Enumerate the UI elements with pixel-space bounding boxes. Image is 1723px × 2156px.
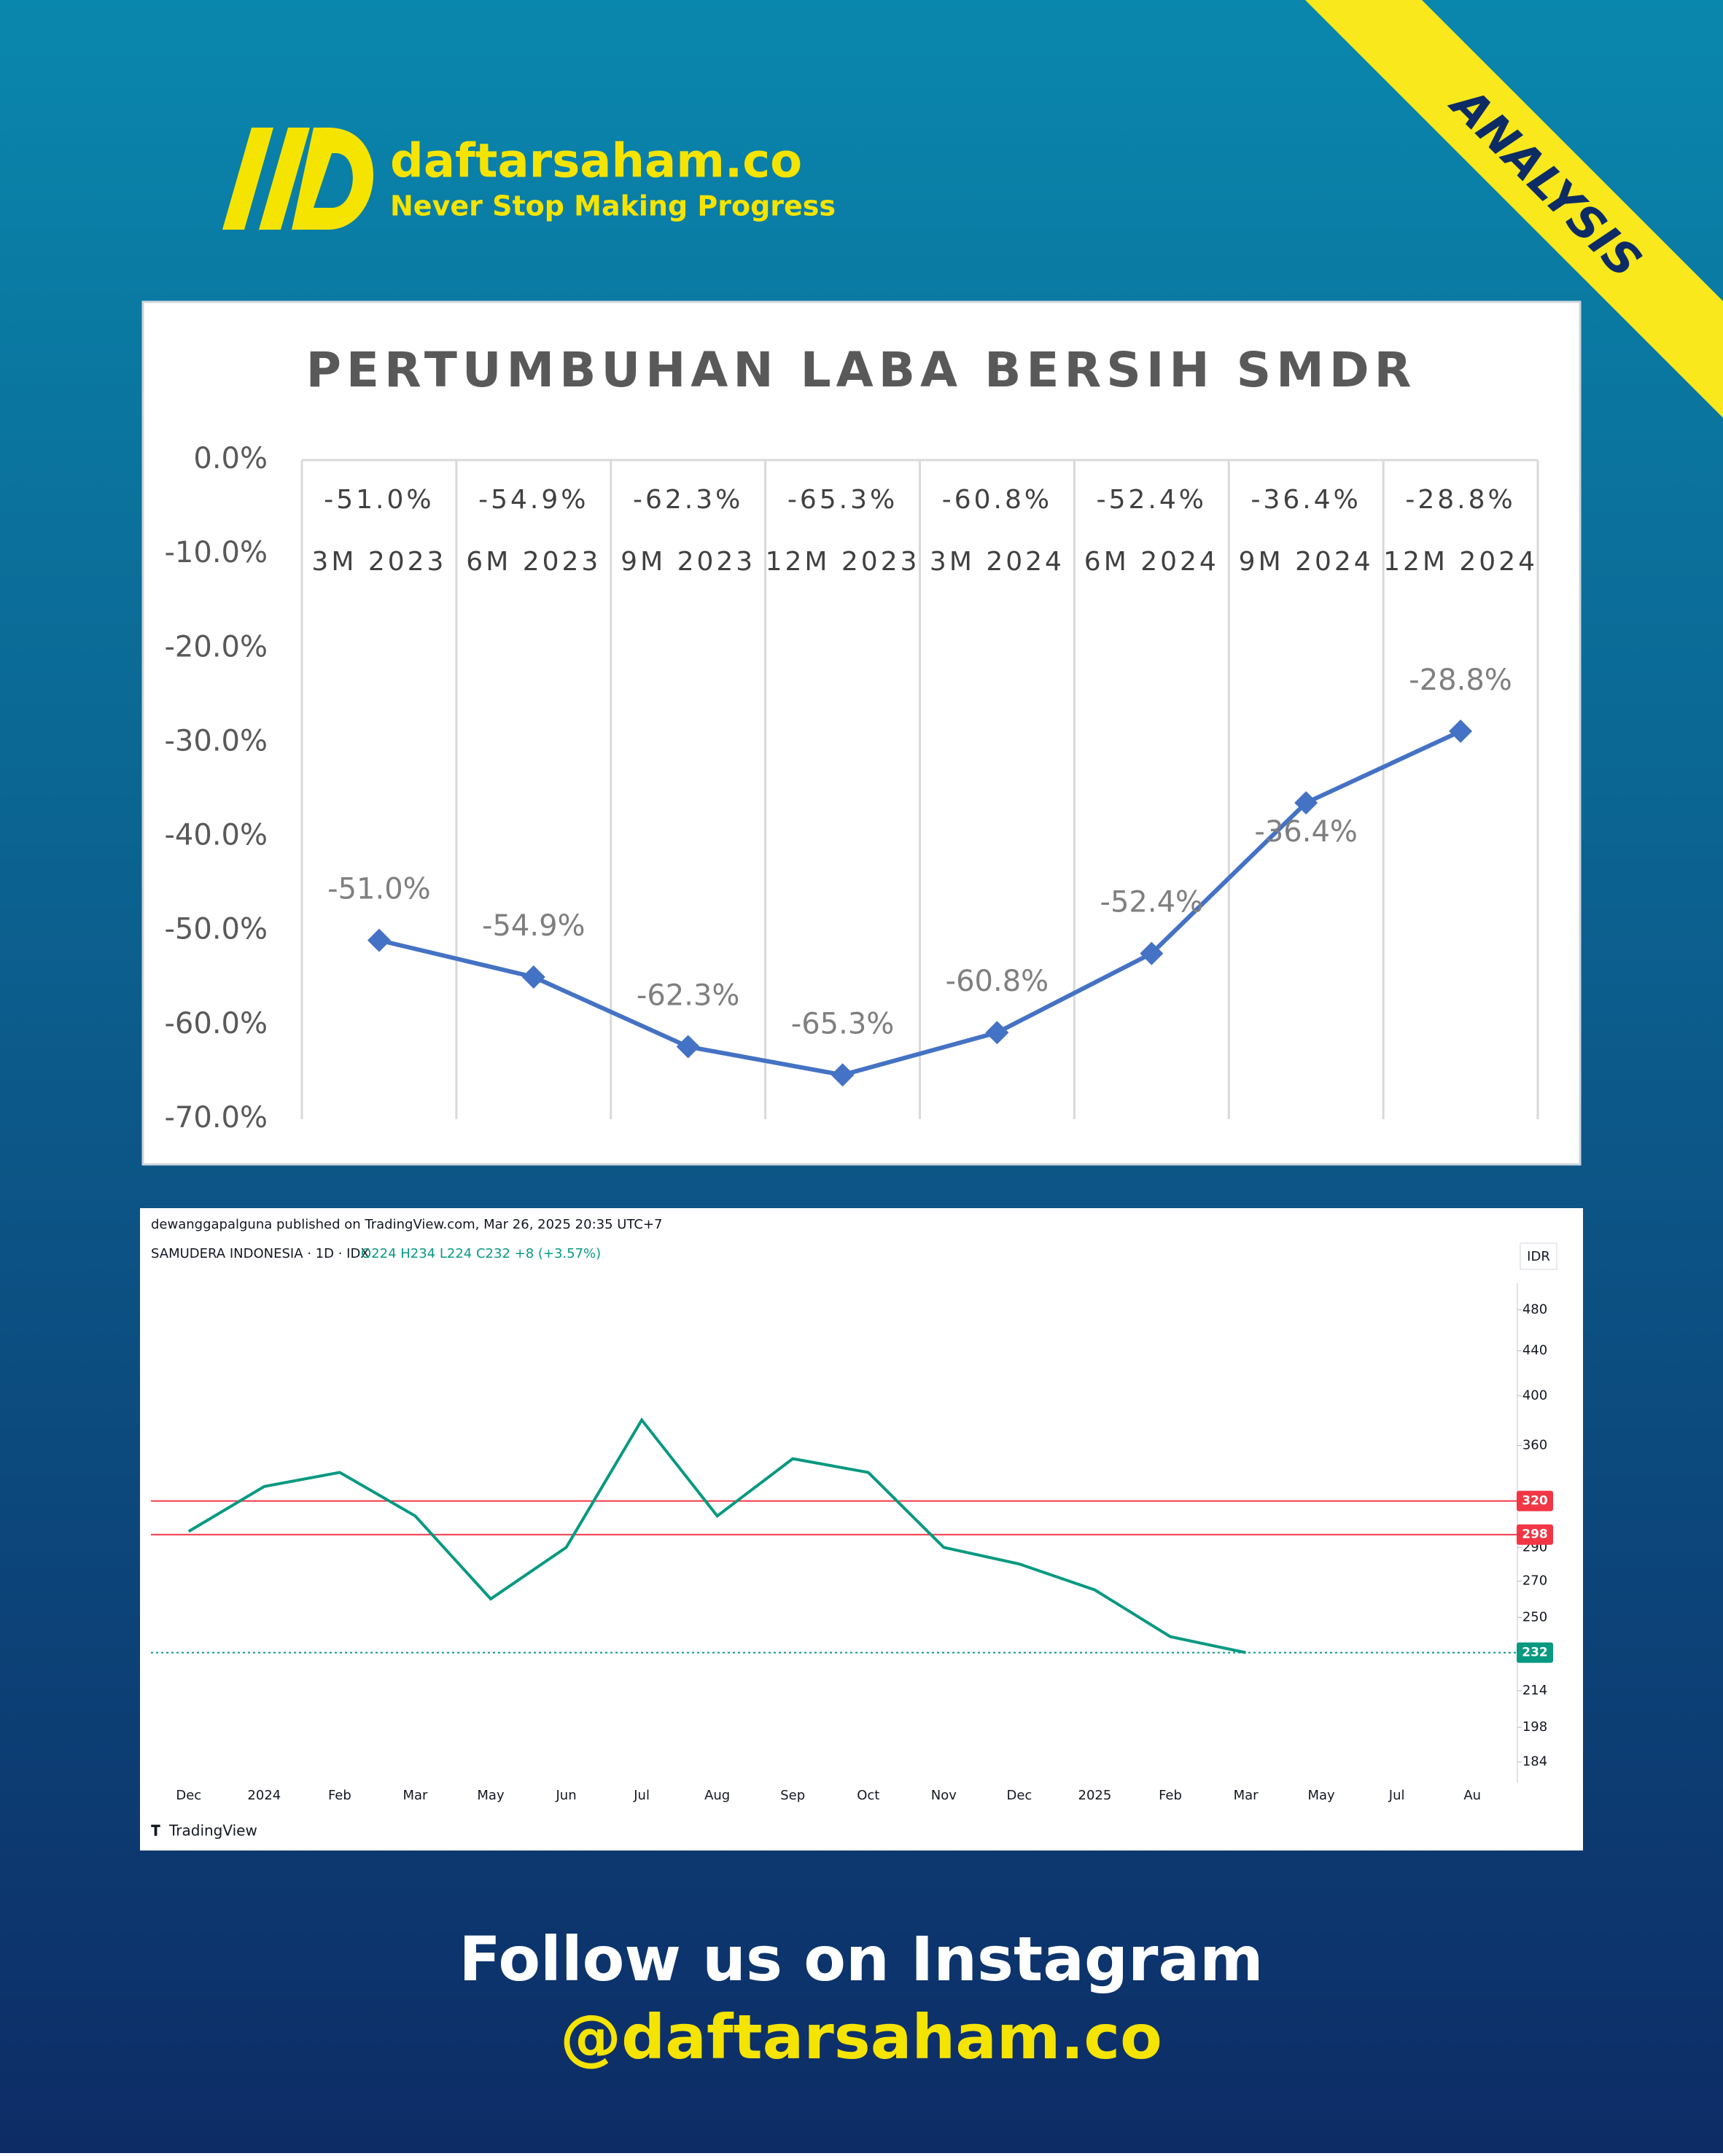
category-label: 6M 2024 [1084,547,1219,577]
table-value: -54.9% [478,485,588,515]
source-logo: 𝐓 [151,1822,160,1840]
y-tick-label: -60.0% [164,1007,268,1040]
x-tick-label: May [477,1788,505,1803]
category-label: 6M 2023 [466,547,601,577]
table-value: -65.3% [787,485,898,515]
y-tick-label: -30.0% [164,724,268,758]
data-label: -60.8% [946,965,1049,998]
x-tick-label: Dec [1006,1788,1032,1803]
x-tick-label: Mar [1234,1788,1259,1803]
price-line [187,1417,1246,1654]
y-tick-label: 270 [1522,1573,1547,1589]
table-value: -51.0% [324,485,434,515]
level-badge [1517,1642,1553,1663]
currency: IDR [1527,1249,1550,1264]
point [676,1035,700,1059]
x-tick-label: Jul [633,1788,650,1803]
x-tick-label: Mar [402,1788,428,1803]
y-tick-label: -70.0% [164,1101,268,1135]
point [1294,791,1318,815]
category-label: 9M 2023 [621,547,755,577]
point [1140,941,1164,965]
x-tick-label: Aug [704,1788,730,1803]
point [1449,719,1473,743]
data-label: -52.4% [1100,886,1204,919]
y-tick-label: 198 [1522,1719,1547,1735]
y-tick-label: -10.0% [164,536,268,569]
x-tick-label: Nov [931,1788,957,1803]
ribbon [1305,0,1723,418]
category-label: 3M 2023 [311,547,446,577]
table-value: -28.8% [1405,485,1515,515]
brand-tagline: Never Stop Making Progress [390,190,836,222]
x-tick-label: 2025 [1078,1788,1112,1803]
table-value: -52.4% [1097,485,1207,515]
level-label: 232 [1522,1646,1548,1660]
point [985,1021,1009,1045]
category-label: 12M 2023 [766,547,920,577]
point [831,1063,855,1087]
x-tick-label: Oct [857,1788,879,1803]
data-label: -36.4% [1254,815,1358,849]
price-quote: O224 H234 L224 C232 +8 (+3.57%) [361,1246,601,1261]
table-value: -36.4% [1251,485,1361,515]
x-tick-label: Sep [780,1788,805,1803]
footer-line1: Follow us on Instagram [459,1923,1263,1995]
point [521,965,545,989]
chart-panel [141,300,1582,1166]
footer-line2: @daftarsaham.co [560,2001,1162,2073]
level-badge [1517,1524,1553,1545]
level-label: 320 [1522,1494,1548,1509]
y-tick-label: -40.0% [164,819,268,852]
x-tick-label: Jul [1388,1788,1405,1803]
y-tick-label: 0.0% [193,442,268,475]
x-tick-label: May [1308,1788,1336,1803]
table-value: -60.8% [942,485,1052,515]
price-panel [140,1208,1583,1850]
x-tick-label: 2024 [247,1788,281,1803]
data-label: -65.3% [791,1007,895,1040]
y-tick-label: 440 [1522,1343,1547,1358]
y-tick-label: 400 [1522,1388,1547,1403]
x-tick-label: Feb [328,1788,351,1803]
data-label: -62.3% [637,979,740,1013]
chart-title: PERTUMBUHAN LABA BERSIH SMDR [306,342,1417,398]
point [367,928,391,952]
y-tick-label: -50.0% [164,913,268,946]
category-label: 12M 2024 [1383,547,1538,577]
data-label: -51.0% [327,873,431,906]
data-label: -28.8% [1409,663,1512,697]
category-label: 3M 2024 [930,547,1065,577]
y-tick-label: 360 [1522,1437,1547,1452]
data-label: -54.9% [482,909,586,943]
series-line [378,729,1462,1078]
price-header: dewanggapalguna published on TradingView… [151,1217,663,1232]
line-chart: 0.0% -10.0% -20.0% -30.0% -40.0% -50.0% -60.0%… [164,442,1539,1135]
price-symbol: SAMUDERA INDONESIA · 1D · IDX [151,1246,370,1261]
y-tick-label: 184 [1522,1754,1547,1770]
y-tick-label: 214 [1522,1683,1547,1698]
x-tick-label: Au [1463,1788,1481,1803]
table-value: -62.3% [633,485,743,515]
level-label: 298 [1522,1528,1548,1542]
category-label: 9M 2024 [1239,547,1374,577]
logo-icon [222,128,374,230]
currency-box [1520,1242,1557,1270]
y-tick-label: 480 [1522,1301,1547,1317]
x-tick-label: Feb [1159,1788,1182,1803]
x-tick-label: Jun [555,1788,576,1803]
source: TradingView [168,1822,257,1840]
brand-name: daftarsaham.co [390,135,802,189]
level-badge [1517,1490,1553,1511]
y-tick-label: -20.0% [164,630,268,663]
y-tick-label: 250 [1522,1609,1547,1624]
x-tick-label: Dec [176,1788,201,1803]
